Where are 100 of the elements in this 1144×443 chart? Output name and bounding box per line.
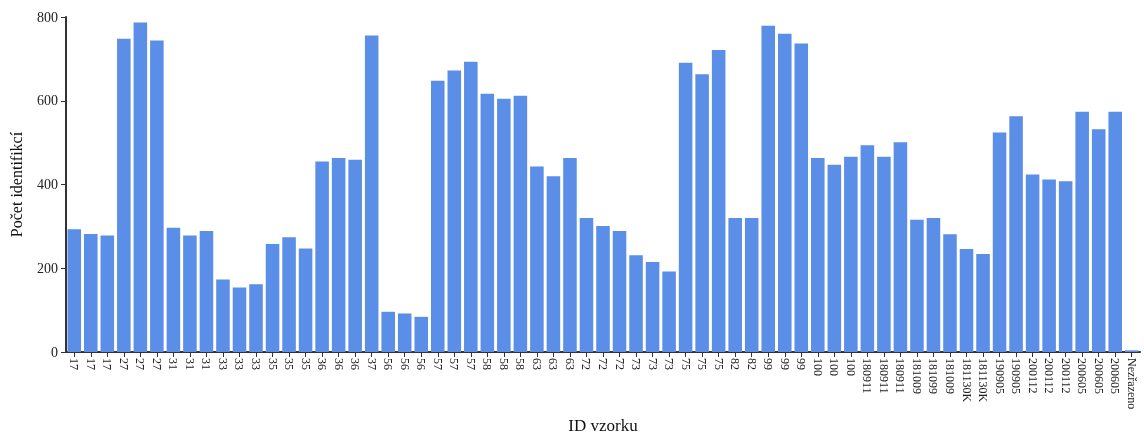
bar <box>216 279 230 352</box>
bar <box>926 218 941 352</box>
x-tick-label: 190905 <box>992 358 1007 394</box>
bar <box>695 74 709 352</box>
x-tick-label: 58 <box>496 358 511 370</box>
x-tick-label: 181009 <box>909 358 924 394</box>
x-tick-label: 180911 <box>893 358 908 394</box>
x-tick-label: 35 <box>298 358 313 370</box>
bar <box>430 80 445 352</box>
bar <box>844 156 858 352</box>
x-tick-label: 27 <box>133 358 148 370</box>
bar <box>827 164 842 352</box>
bar <box>877 156 891 352</box>
x-tick-label: 37 <box>364 358 379 370</box>
x-tick-label: 17 <box>67 358 82 370</box>
x-tick-label: 58 <box>480 358 495 370</box>
x-tick-label: Nezřazeno <box>1124 358 1139 410</box>
bar <box>744 218 759 352</box>
bar <box>199 230 214 352</box>
bar <box>728 218 742 352</box>
bar <box>579 218 594 352</box>
bar <box>761 25 776 352</box>
bar <box>1009 116 1023 352</box>
bar <box>348 159 362 352</box>
bar <box>910 219 924 352</box>
bar <box>893 142 908 352</box>
bar <box>596 225 610 352</box>
x-tick-label: 82 <box>728 358 743 370</box>
x-tick-label: 75 <box>711 358 726 370</box>
x-tick-label: 63 <box>529 358 544 370</box>
x-tick-label: 75 <box>695 358 710 370</box>
x-tick-label: 180911 <box>876 358 891 394</box>
x-tick-label: 100 <box>810 358 825 376</box>
bar <box>794 43 809 352</box>
bar <box>282 237 296 352</box>
x-tick-label: 200605 <box>1075 358 1090 394</box>
x-tick-label: 82 <box>744 358 759 370</box>
x-tick-label: 75 <box>678 358 693 370</box>
x-tick-label: 58 <box>513 358 528 370</box>
bar <box>298 248 313 352</box>
x-tick-label: 17 <box>83 358 98 370</box>
bar <box>133 22 148 352</box>
bar <box>397 313 412 352</box>
bar <box>100 235 115 352</box>
x-tick-label: 36 <box>315 358 330 370</box>
bar <box>777 33 792 352</box>
x-tick-label: 35 <box>282 358 297 370</box>
x-tick-label: 181009 <box>942 358 957 394</box>
bar <box>1025 174 1040 352</box>
x-tick-label: 73 <box>629 358 644 370</box>
bar <box>150 40 164 352</box>
x-tick-label: 33 <box>232 358 247 370</box>
x-tick-label: 181130K <box>959 358 974 403</box>
bar <box>84 233 98 352</box>
bar <box>976 254 990 352</box>
bar <box>183 235 197 352</box>
x-tick-label: 200112 <box>1042 358 1057 394</box>
bar <box>464 61 478 352</box>
x-tick-label: 56 <box>381 358 396 370</box>
x-tick-label: 31 <box>182 358 197 370</box>
bar <box>711 50 726 352</box>
bar <box>232 287 247 352</box>
bar <box>67 229 82 352</box>
y-tick-label: 400 <box>37 177 58 192</box>
x-tick-label: 57 <box>447 358 462 370</box>
x-tick-label: 200605 <box>1091 358 1106 394</box>
bar <box>678 62 693 352</box>
bar <box>1058 181 1073 352</box>
x-tick-label: 180911 <box>860 358 875 394</box>
bar <box>166 227 181 352</box>
x-tick-label: 72 <box>596 358 610 370</box>
x-tick-label: 181099 <box>926 358 941 394</box>
x-tick-label: 73 <box>662 358 677 370</box>
x-tick-label: 63 <box>546 358 561 370</box>
bar <box>1091 129 1106 352</box>
x-tick-label: 31 <box>199 358 214 370</box>
x-tick-label: 36 <box>348 358 363 370</box>
x-tick-label: 73 <box>645 358 660 370</box>
x-tick-label: 72 <box>612 358 627 370</box>
x-tick-label: 36 <box>331 358 346 370</box>
bar <box>612 230 627 352</box>
bar <box>546 176 561 352</box>
bar <box>959 248 974 352</box>
bar <box>1042 179 1056 352</box>
bar <box>513 95 528 352</box>
x-tick-label: 33 <box>249 358 264 370</box>
bar <box>1075 111 1089 352</box>
x-tick-label: 200112 <box>1058 358 1073 394</box>
bar <box>414 316 429 352</box>
y-tick-label: 200 <box>37 260 58 276</box>
x-tick-label: 99 <box>794 358 809 370</box>
x-tick-label: 57 <box>463 358 478 370</box>
x-tick-label: 100 <box>827 358 842 376</box>
x-tick-label: 181130K <box>976 358 991 403</box>
bar <box>265 243 280 352</box>
x-tick-label: 72 <box>579 358 594 370</box>
x-tick-label: 57 <box>430 358 445 370</box>
x-tick-label: 200112 <box>1025 358 1040 394</box>
bar <box>249 284 263 352</box>
y-tick-label: 600 <box>37 93 58 109</box>
